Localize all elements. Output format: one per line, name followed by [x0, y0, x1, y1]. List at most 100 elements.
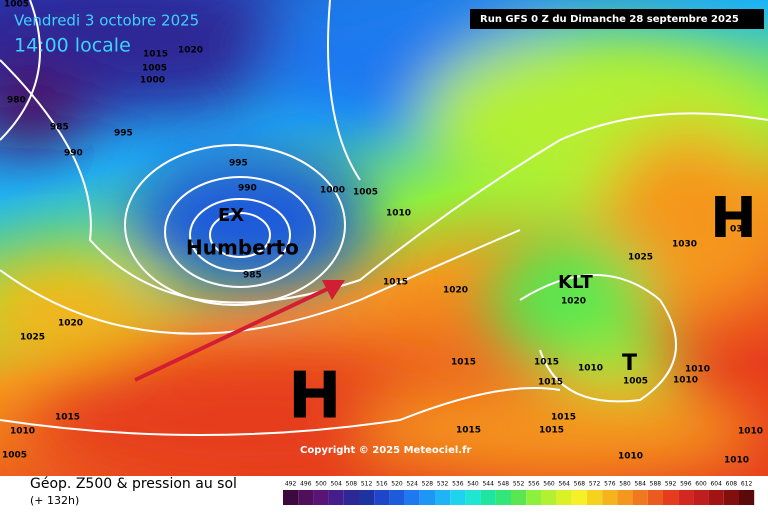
colorbar-label: 596 [680, 481, 692, 488]
colorbar-label: 612 [741, 481, 753, 488]
isobar-label: 1020 [178, 46, 203, 56]
isobar-label: 1010 [578, 364, 603, 374]
colorbar-label: 584 [634, 481, 646, 488]
colorbar-swatch [480, 490, 496, 505]
colorbar-label: 532 [437, 481, 449, 488]
colorbar-swatch [556, 490, 572, 505]
colorbar-label: 568 [574, 481, 586, 488]
high-pressure: H [288, 360, 342, 434]
colorbar-label: 496 [300, 481, 312, 488]
colorbar-swatch [678, 490, 694, 505]
isobar-label: 1015 [534, 358, 559, 368]
isobar-label: 1010 [738, 427, 763, 437]
footer-subtitle: (+ 132h) [30, 494, 79, 507]
isobar-label: 1015 [539, 426, 564, 436]
colorbar-swatch [602, 490, 618, 505]
colorbar-swatch [526, 490, 542, 505]
colorbar-swatch [374, 490, 390, 505]
isobar-label: 1025 [628, 253, 653, 263]
colorbar-swatch [587, 490, 603, 505]
colorbar-label: 588 [650, 481, 662, 488]
colorbar-swatch [647, 490, 663, 505]
isobar-label: 1010 [724, 456, 749, 466]
colorbar-label: 548 [498, 481, 510, 488]
colorbar-label: 528 [422, 481, 434, 488]
isobar-label: 1015 [551, 413, 576, 423]
colorbar-swatch [617, 490, 633, 505]
isobar-label: 1015 [538, 378, 563, 388]
storm-tag: EX [218, 205, 244, 226]
isobar-label: 1010 [10, 427, 35, 437]
colorbar-swatch [419, 490, 435, 505]
copyright: Copyright © 2025 Meteociel.fr [300, 445, 471, 456]
colorbar-swatch [298, 490, 314, 505]
isobar-label: 1020 [561, 297, 586, 307]
colorbar-swatch [435, 490, 451, 505]
colorbar-label: 508 [346, 481, 358, 488]
isobar-label: 1005 [353, 188, 378, 198]
storm-name: Humberto [186, 236, 299, 260]
isobar-label: 1015 [451, 358, 476, 368]
isobar-label: 1005 [2, 451, 27, 461]
colorbar-label: 592 [665, 481, 677, 488]
isobar-label: 1015 [55, 413, 80, 423]
run-box [470, 9, 764, 29]
isobar-label: 1025 [20, 333, 45, 343]
colorbar-swatch [389, 490, 405, 505]
footer-title: Géop. Z500 & pression au sol [30, 476, 237, 492]
isobar-label: 1010 [386, 209, 411, 219]
colorbar: 492 496 500 504 508 512 516 520 524 528 532 536 540 5… [283, 481, 755, 505]
isobar-label: 1015 [456, 426, 481, 436]
colorbar-swatch [343, 490, 359, 505]
colorbar-label: 580 [619, 481, 631, 488]
colorbar-swatch [359, 490, 375, 505]
isobar-label: 1015 [383, 278, 408, 288]
isobar-label: 035 [730, 225, 749, 235]
colorbar-label: 600 [695, 481, 707, 488]
colorbar-swatch [450, 490, 466, 505]
forecast-time: 14:00 locale [14, 35, 131, 57]
isobar-label: 1010 [618, 452, 643, 462]
arrow-head [322, 280, 345, 300]
height-field [0, 0, 768, 490]
colorbar-swatch [571, 490, 587, 505]
colorbar-label: 512 [361, 481, 373, 488]
isobar-label: 990 [64, 149, 83, 159]
isobars [0, 0, 768, 435]
high-pressure: H [710, 186, 757, 251]
colorbar-swatch [404, 490, 420, 505]
trajectory-arrow [134, 281, 341, 382]
colorbar-swatch [663, 490, 679, 505]
low-pressure: T [622, 351, 637, 376]
isobar-label: 1010 [673, 376, 698, 386]
isobar-label: 1005 [142, 64, 167, 74]
run-info: Run GFS 0 Z du Dimanche 28 septembre 202… [480, 14, 739, 25]
isobar-label: 995 [114, 129, 133, 139]
colorbar-swatch [313, 490, 329, 505]
isobar-label: 1005 [623, 377, 648, 387]
colorbar-label: 564 [558, 481, 570, 488]
colorbar-swatch [511, 490, 527, 505]
colorbar-swatch [693, 490, 709, 505]
isobar-label: 1030 [672, 240, 697, 250]
colorbar-label: 524 [406, 481, 418, 488]
isobar-label: 1020 [58, 319, 83, 329]
isobar-label: 990 [238, 184, 257, 194]
isobar-label: 985 [243, 271, 262, 281]
colorbar-label: 552 [513, 481, 525, 488]
colorbar-label: 504 [330, 481, 342, 488]
isobar-label: 1000 [140, 76, 165, 86]
colorbar-swatch [541, 490, 557, 505]
colorbar-swatch [739, 490, 755, 505]
colorbar-label: 560 [543, 481, 555, 488]
isobar-label: 1015 [143, 50, 168, 60]
colorbar-label: 572 [589, 481, 601, 488]
colorbar-swatch [632, 490, 648, 505]
isobar-label: 1000 [320, 186, 345, 196]
colorbar-label: 604 [710, 481, 722, 488]
isobar-label: 1010 [685, 365, 710, 375]
colorbar-swatch [495, 490, 511, 505]
colorbar-label: 608 [726, 481, 738, 488]
